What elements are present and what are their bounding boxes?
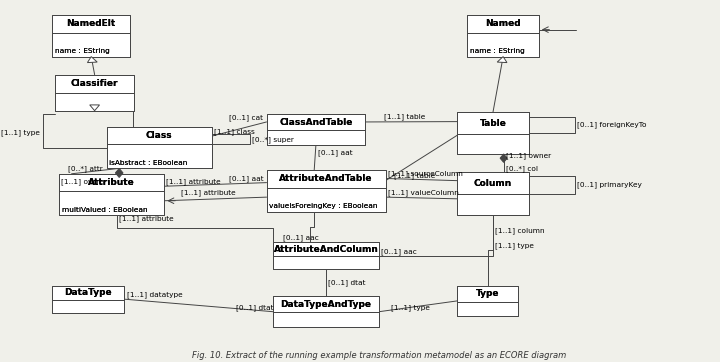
- Text: Classifier: Classifier: [71, 80, 118, 88]
- FancyBboxPatch shape: [457, 286, 518, 316]
- Text: [1..1] class: [1..1] class: [214, 128, 255, 135]
- Text: DataTypeAndType: DataTypeAndType: [281, 300, 372, 309]
- FancyBboxPatch shape: [457, 286, 518, 316]
- Text: Named: Named: [485, 19, 521, 28]
- Text: Class: Class: [146, 131, 173, 140]
- Text: Attribute: Attribute: [89, 178, 135, 187]
- FancyBboxPatch shape: [55, 75, 134, 111]
- Text: isAbstract : EBoolean: isAbstract : EBoolean: [109, 160, 188, 166]
- Text: [0..1] aac: [0..1] aac: [283, 235, 319, 241]
- FancyBboxPatch shape: [457, 172, 528, 215]
- Text: [0..1] dtat: [0..1] dtat: [236, 304, 274, 311]
- Text: isAbstract : EBoolean: isAbstract : EBoolean: [109, 160, 188, 166]
- FancyBboxPatch shape: [59, 174, 164, 215]
- Text: valueIsForeingKey : EBoolean: valueIsForeingKey : EBoolean: [269, 203, 378, 209]
- FancyBboxPatch shape: [457, 113, 528, 154]
- Text: [1..1] attribute: [1..1] attribute: [181, 189, 236, 196]
- FancyBboxPatch shape: [52, 286, 124, 313]
- FancyBboxPatch shape: [274, 296, 379, 327]
- FancyBboxPatch shape: [266, 170, 386, 212]
- Text: multiValued : EBoolean: multiValued : EBoolean: [62, 207, 147, 213]
- Text: Fig. 10. Extract of the running example transformation metamodel as an ECORE dia: Fig. 10. Extract of the running example …: [192, 350, 566, 359]
- Text: Type: Type: [476, 289, 500, 298]
- Text: [1..1] attribute: [1..1] attribute: [119, 216, 174, 223]
- Polygon shape: [498, 56, 507, 63]
- Text: name : EString: name : EString: [55, 48, 109, 54]
- Text: DataTypeAndType: DataTypeAndType: [281, 300, 372, 309]
- FancyBboxPatch shape: [107, 127, 212, 168]
- FancyBboxPatch shape: [457, 172, 528, 215]
- Text: name : EString: name : EString: [55, 48, 109, 54]
- Text: [1..1] type: [1..1] type: [1, 129, 40, 136]
- Text: [1..1] valueColumn: [1..1] valueColumn: [388, 189, 459, 196]
- Text: Table: Table: [480, 119, 506, 128]
- Text: Column: Column: [474, 179, 512, 188]
- Text: Classifier: Classifier: [71, 80, 118, 88]
- Text: Type: Type: [476, 289, 500, 298]
- FancyBboxPatch shape: [55, 75, 134, 111]
- FancyBboxPatch shape: [107, 127, 212, 168]
- Polygon shape: [115, 168, 123, 177]
- FancyBboxPatch shape: [266, 114, 365, 145]
- Text: [1..1] table: [1..1] table: [394, 173, 436, 180]
- Text: [1..1] type: [1..1] type: [391, 304, 430, 311]
- Text: [1..1] owner: [1..1] owner: [61, 178, 107, 185]
- FancyBboxPatch shape: [274, 242, 379, 269]
- Text: NamedElt: NamedElt: [66, 19, 116, 28]
- Polygon shape: [500, 154, 507, 163]
- Text: Class: Class: [146, 131, 173, 140]
- Text: multiValued : EBoolean: multiValued : EBoolean: [62, 207, 147, 213]
- Text: ClassAndTable: ClassAndTable: [279, 118, 353, 127]
- Text: [0..1] aac: [0..1] aac: [381, 248, 417, 255]
- Text: name : EString: name : EString: [470, 48, 525, 54]
- Text: [1..1] datatype: [1..1] datatype: [127, 291, 183, 298]
- Polygon shape: [90, 105, 99, 111]
- Text: [1..1] type: [1..1] type: [495, 243, 534, 249]
- Text: [0..*] attr: [0..*] attr: [68, 165, 103, 172]
- Text: name : EString: name : EString: [470, 48, 525, 54]
- FancyBboxPatch shape: [467, 15, 539, 56]
- Text: AttributeAndColumn: AttributeAndColumn: [274, 245, 379, 254]
- Text: [1..1] column: [1..1] column: [495, 227, 544, 233]
- Text: Attribute: Attribute: [89, 178, 135, 187]
- Text: DataType: DataType: [64, 288, 112, 297]
- Text: [0..*] col: [0..*] col: [505, 165, 538, 172]
- Text: DataType: DataType: [64, 288, 112, 297]
- FancyBboxPatch shape: [457, 113, 528, 154]
- FancyBboxPatch shape: [52, 15, 130, 56]
- Text: [1..1] attribute: [1..1] attribute: [166, 178, 221, 185]
- Text: [1..1] sourceColumn: [1..1] sourceColumn: [388, 171, 463, 177]
- Text: AttributeAndColumn: AttributeAndColumn: [274, 245, 379, 254]
- FancyBboxPatch shape: [59, 174, 164, 215]
- Text: ClassAndTable: ClassAndTable: [279, 118, 353, 127]
- Text: [0..1] cat: [0..1] cat: [229, 114, 263, 121]
- Text: Table: Table: [480, 119, 506, 128]
- FancyBboxPatch shape: [266, 170, 386, 212]
- Text: valueIsForeingKey : EBoolean: valueIsForeingKey : EBoolean: [269, 203, 378, 209]
- Text: Column: Column: [474, 179, 512, 188]
- FancyBboxPatch shape: [52, 286, 124, 313]
- FancyBboxPatch shape: [52, 15, 130, 56]
- Text: NamedElt: NamedElt: [66, 19, 116, 28]
- Text: [0..1] primaryKey: [0..1] primaryKey: [577, 182, 642, 188]
- FancyBboxPatch shape: [274, 296, 379, 327]
- Text: [0..*] super: [0..*] super: [251, 136, 294, 143]
- Text: Named: Named: [485, 19, 521, 28]
- Text: AttributeAndTable: AttributeAndTable: [279, 174, 373, 184]
- Polygon shape: [87, 56, 97, 63]
- FancyBboxPatch shape: [274, 242, 379, 269]
- Text: [1..1] owner: [1..1] owner: [505, 153, 551, 159]
- FancyBboxPatch shape: [467, 15, 539, 56]
- FancyBboxPatch shape: [266, 114, 365, 145]
- Text: [0..1] foreignKeyTo: [0..1] foreignKeyTo: [577, 122, 647, 128]
- Text: [0..1] aat: [0..1] aat: [318, 149, 353, 156]
- Text: [0..1] aat: [0..1] aat: [229, 175, 264, 181]
- Text: [1..1] table: [1..1] table: [384, 113, 426, 120]
- Text: [0..1] dtat: [0..1] dtat: [328, 279, 366, 286]
- Text: AttributeAndTable: AttributeAndTable: [279, 174, 373, 184]
